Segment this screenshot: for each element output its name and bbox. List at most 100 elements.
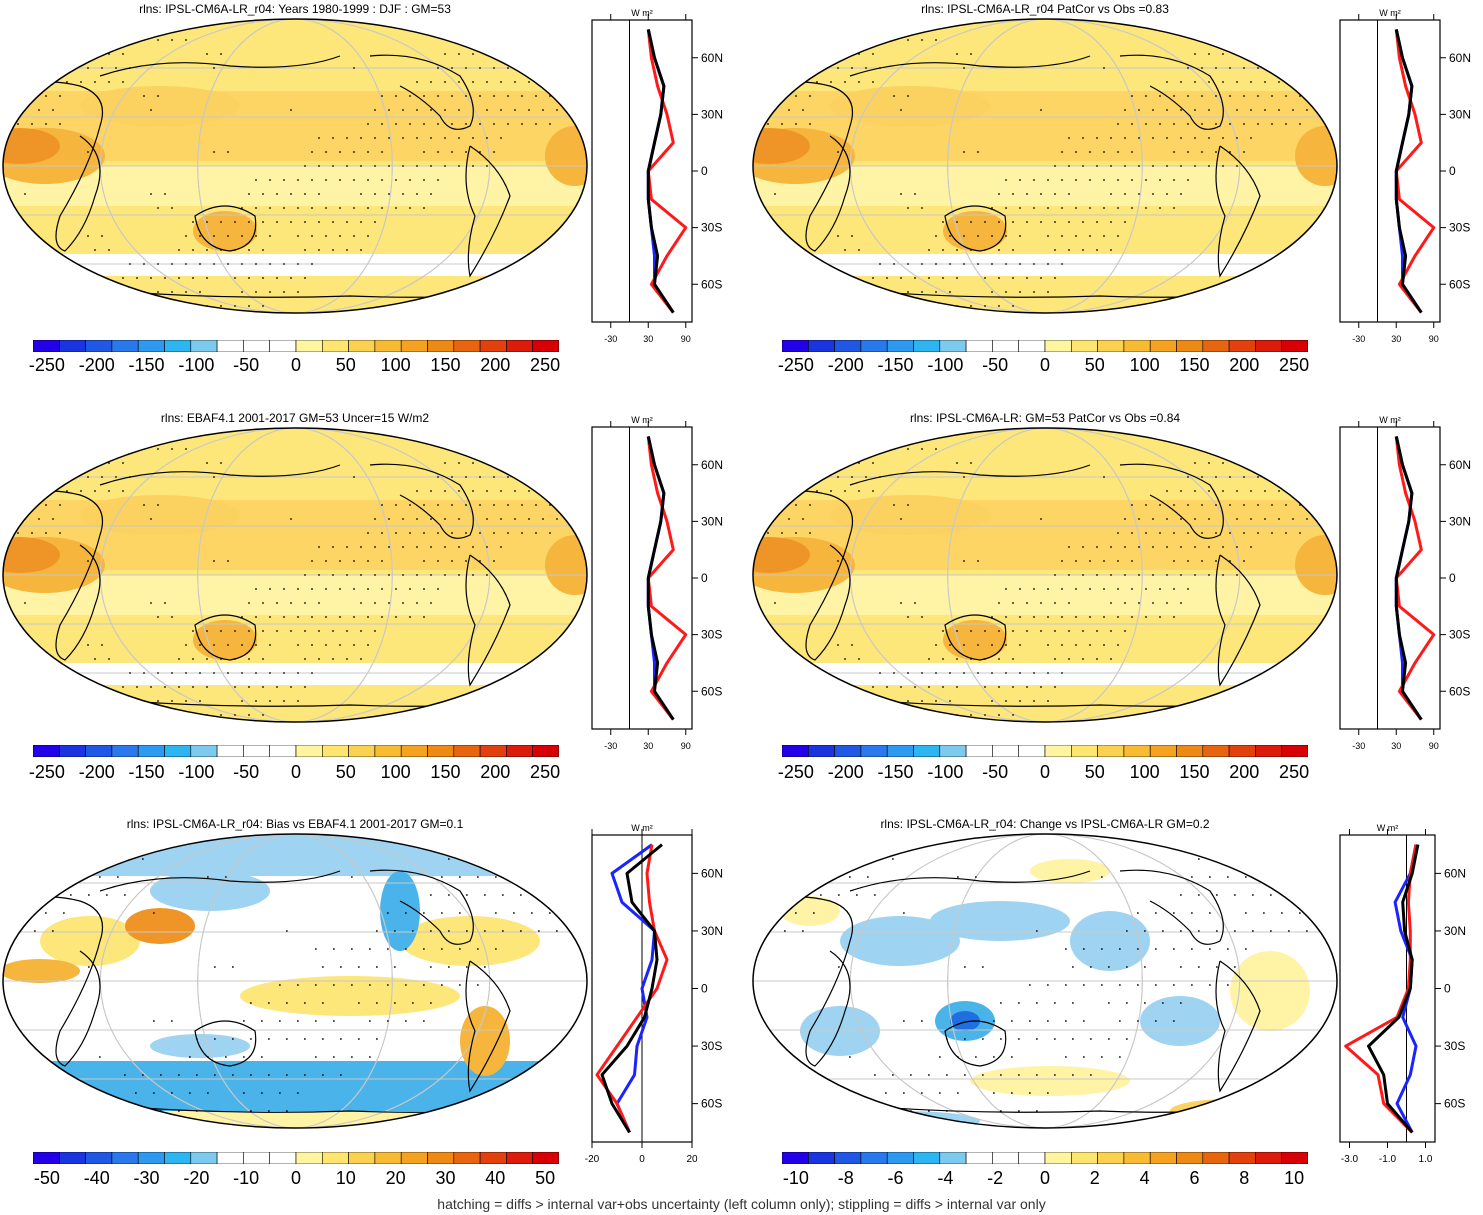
map-feature — [1030, 859, 1110, 883]
colorbar-swatch — [111, 340, 139, 352]
profile-x-label: 30 — [643, 741, 653, 751]
map-feature — [1140, 996, 1220, 1046]
colorbar-tick-label: 100 — [380, 762, 411, 782]
zonal-profile-p3: 60N 30N 0 30S 60S -30 30 90 W m² — [591, 415, 723, 751]
colorbar-swatch — [965, 745, 993, 757]
colorbar-tick-label: 4 — [1139, 1168, 1150, 1188]
map-feature — [1070, 911, 1150, 971]
colorbar-tick-label: 0 — [290, 1168, 302, 1188]
colorbar-swatch — [216, 1152, 244, 1164]
profile-lat-label: 60N — [1444, 866, 1466, 880]
colorbar-p6 — [782, 1152, 1308, 1164]
colorbar-tick-label: -150 — [128, 355, 165, 375]
colorbar-swatch — [886, 340, 914, 352]
colorbar-swatch — [1018, 340, 1046, 352]
colorbar-tick-label: -50 — [982, 762, 1009, 782]
profile-lat-label: 0 — [1449, 164, 1456, 178]
profile-frame — [591, 19, 693, 323]
colorbar-swatch — [111, 1152, 139, 1164]
map-frame — [752, 833, 1338, 1129]
colorbar-swatch — [1044, 340, 1072, 352]
profile-x-label: -30 — [604, 741, 617, 751]
colorbar-tick-label: -4 — [937, 1168, 954, 1188]
colorbar-swatch — [295, 745, 323, 757]
map-feature-asia — [830, 495, 990, 535]
colorbar-swatch — [243, 1152, 270, 1164]
zonal-profile-p2: 60N 30N 0 30S 60S -30 30 90 W m² — [1339, 8, 1471, 344]
colorbar-swatch — [1281, 1152, 1308, 1164]
profile-x-label: 90 — [1429, 741, 1439, 751]
map-graticule — [3, 19, 587, 313]
profile-unit: W m² — [1377, 823, 1399, 833]
colorbar-swatch — [400, 1152, 428, 1164]
colorbar-tick-label: 40 — [485, 1168, 506, 1188]
panel-title: rlns: IPSL-CM6A-LR_r04: Years 1980-1999 … — [139, 2, 451, 16]
colorbar-tick-label: 100 — [1129, 762, 1160, 782]
colorbar-tick-label: 200 — [480, 762, 511, 782]
panel-title: rlns: IPSL-CM6A-LR_r04: Change vs IPSL-C… — [880, 817, 1210, 831]
colorbar-swatch — [1202, 745, 1230, 757]
profile-frame — [591, 426, 693, 730]
map-feature-australia — [193, 620, 257, 660]
profile-line-blue — [1393, 844, 1418, 1134]
colorbar-tick-label: 20 — [385, 1168, 406, 1188]
colorbar-swatch — [479, 1152, 507, 1164]
colorbar-swatch — [321, 340, 349, 352]
map-feature-asia — [830, 86, 990, 126]
map-feature — [460, 1006, 510, 1076]
colorbar-swatch — [1097, 340, 1125, 352]
profile-x-label: 90 — [681, 334, 691, 344]
colorbar-tick-label: -200 — [78, 355, 115, 375]
colorbar-tick-label: 10 — [1284, 1168, 1305, 1188]
zonal-profile-p6: 60N 30N 0 30S 60S -3.0 -1.0 1.0 W m² — [1339, 823, 1466, 1165]
colorbar-swatch — [834, 340, 862, 352]
colorbar-p1 — [33, 340, 559, 352]
colorbar-swatch — [137, 1152, 165, 1164]
colorbar-swatch — [1070, 745, 1098, 757]
colorbar-swatch — [269, 340, 297, 352]
colorbar-swatch — [939, 745, 967, 757]
zonal-profile-p4: 60N 30N 0 30S 60S -30 30 90 W m² — [1339, 415, 1471, 751]
colorbar-tick-label: 200 — [1229, 355, 1260, 375]
colorbar-swatch — [939, 1152, 967, 1164]
colorbar-labels-p1: -250 -200 -150 -100 -50 0 50 100 150 200 250 — [29, 355, 560, 377]
profile-x-label: 90 — [681, 741, 691, 751]
colorbar-swatch — [33, 340, 60, 352]
map-feature — [970, 1066, 1130, 1096]
colorbar-tick-label: -2 — [987, 1168, 1004, 1188]
map-band — [3, 254, 587, 276]
colorbar-swatch — [886, 1152, 914, 1164]
colorbar-tick-label: 200 — [480, 355, 511, 375]
profile-x-label: -30 — [604, 334, 617, 344]
colorbar-swatch — [427, 340, 455, 352]
colorbar-tick-label: -40 — [83, 1168, 110, 1188]
profile-lat-label: 60N — [701, 866, 723, 880]
map-feature — [930, 901, 1070, 941]
colorbar-tick-label: -50 — [233, 355, 260, 375]
map-feature — [3, 959, 80, 983]
colorbar-swatch — [400, 745, 428, 757]
colorbar-tick-label: 150 — [430, 355, 461, 375]
colorbar-swatch — [1123, 745, 1151, 757]
colorbar-tick-label: 10 — [335, 1168, 356, 1188]
profile-line-black — [646, 29, 675, 314]
colorbar-tick-label: 50 — [1084, 762, 1105, 782]
colorbar-swatch — [807, 745, 835, 757]
profile-unit: W m² — [631, 823, 653, 833]
profile-lat-label: 60S — [701, 277, 722, 291]
map-p5 — [2, 833, 588, 1129]
panel-title: rlns: IPSL-CM6A-LR: GM=53 PatCor vs Obs … — [909, 411, 1181, 425]
colorbar-swatch — [374, 340, 402, 352]
colorbar-swatch — [453, 1152, 481, 1164]
profile-lat-label: 60S — [1444, 1097, 1465, 1111]
colorbar-swatch — [1176, 340, 1204, 352]
colorbar-p2 — [782, 340, 1308, 352]
profile-lat-label: 30N — [1449, 514, 1471, 528]
profile-unit: W m² — [631, 8, 653, 18]
colorbar-swatch — [190, 1152, 218, 1164]
colorbar-tick-label: -10 — [233, 1168, 260, 1188]
colorbar-tick-label: 2 — [1089, 1168, 1100, 1188]
profile-lat-label: 60S — [1449, 684, 1470, 698]
map-feature — [1230, 951, 1310, 1031]
map-frame — [2, 833, 588, 1129]
